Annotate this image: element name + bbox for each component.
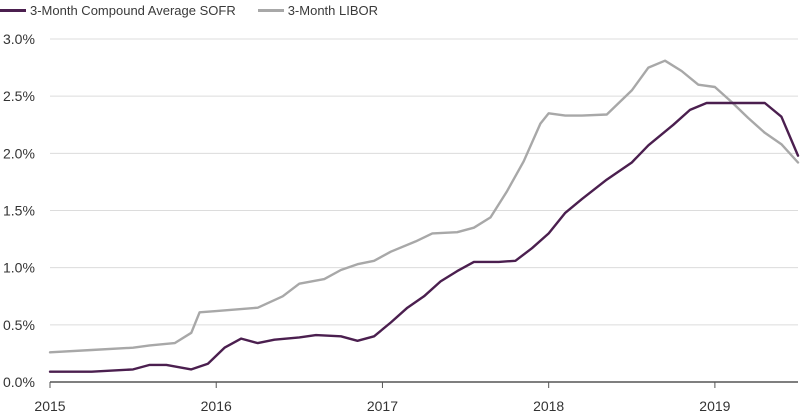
y-tick-label: 2.0% — [3, 145, 35, 161]
legend-swatch-libor — [257, 8, 284, 12]
legend-swatch-sofr — [0, 8, 26, 12]
x-tick-label: 2017 — [367, 398, 398, 414]
legend-label-libor: 3-Month LIBOR — [287, 2, 379, 18]
x-tick-label: 2018 — [533, 398, 564, 414]
y-tick-label: 2.5% — [3, 88, 35, 104]
series-line-libor — [48, 59, 800, 354]
legend-item-sofr: 3-Month Compound Average SOFR — [0, 3, 236, 18]
x-tick-label: 2019 — [699, 398, 730, 414]
legend-item-libor: 3-Month LIBOR — [257, 2, 379, 18]
y-tick-label: 3.0% — [3, 31, 35, 47]
gridlines — [50, 38, 798, 383]
y-tick-label: 1.0% — [3, 260, 35, 276]
y-tick-label: 0.0% — [3, 374, 35, 390]
y-tick-label: 1.5% — [3, 203, 35, 219]
y-tick-label: 0.5% — [3, 317, 35, 333]
x-tick-label: 2016 — [201, 398, 232, 414]
legend-label-sofr: 3-Month Compound Average SOFR — [30, 2, 236, 18]
x-tick-label: 2015 — [34, 398, 65, 414]
legend: 3-Month Compound Average SOFR 3-Month LI… — [0, 0, 400, 20]
series-line-sofr — [48, 101, 800, 373]
series-lines — [48, 59, 800, 373]
y-axis-ticks: 0.0% 0.5% 1.0% 1.5% 2.0% 2.5% 3.0% — [3, 31, 35, 390]
x-axis: 2015 2016 2017 2018 2019 — [34, 382, 731, 414]
